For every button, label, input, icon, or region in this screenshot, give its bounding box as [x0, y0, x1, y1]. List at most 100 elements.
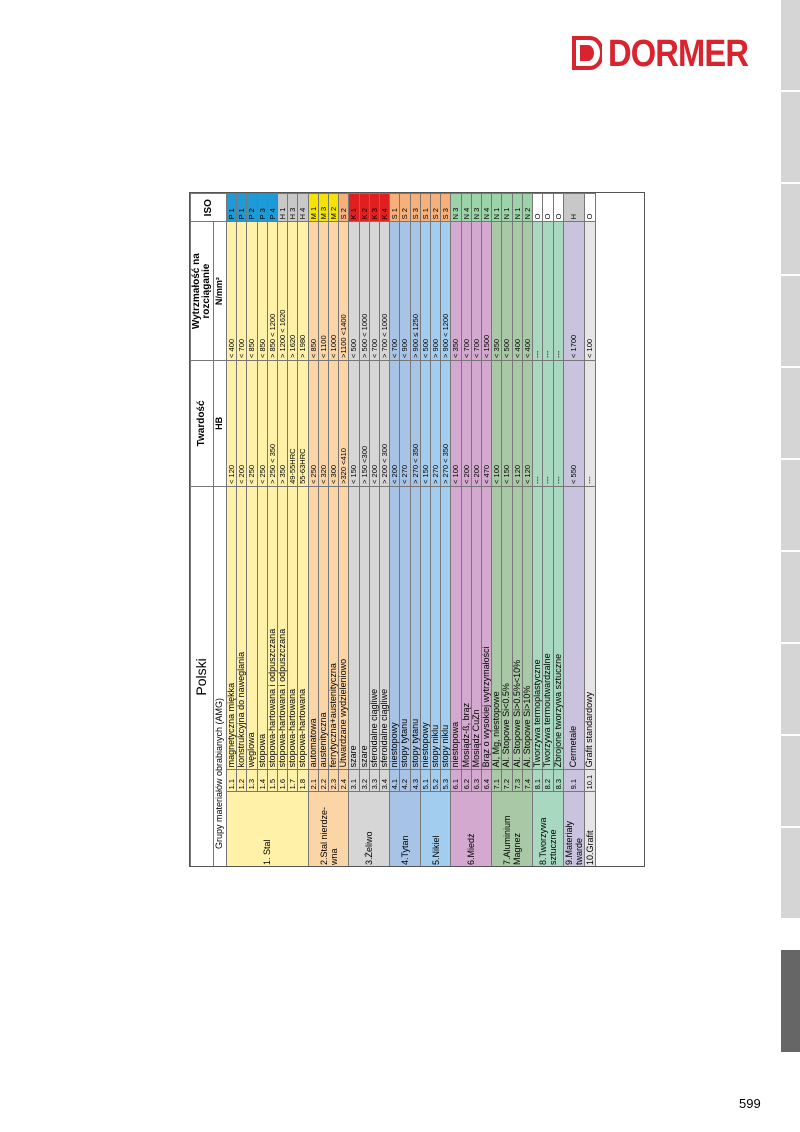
material-group-label: 4.Tytan	[389, 791, 421, 866]
section-tab[interactable]	[781, 644, 800, 734]
hardness-value: < 470	[481, 360, 492, 487]
section-tab[interactable]	[781, 460, 800, 550]
hardness-value: < 200	[389, 360, 400, 487]
section-tab-active[interactable]	[781, 950, 800, 1052]
material-name: stopowa	[257, 486, 268, 770]
material-number: 1.6	[277, 769, 288, 792]
table-row: 8.3 Zbrojone tworzywa sztuczne --- --- O	[553, 193, 564, 867]
hardness-value: < 100	[450, 360, 462, 487]
material-name: Brąz o wysokiej wytrzymałości	[481, 486, 492, 770]
section-tab-strip	[781, 0, 800, 1132]
hardness-header: Twardość	[190, 360, 214, 487]
strength-value: ---	[532, 221, 543, 361]
iso-code: M 2	[328, 193, 339, 222]
strength-value: < 700	[369, 221, 380, 361]
strength-value: < 850	[246, 221, 258, 361]
strength-value: > 1620	[287, 221, 298, 361]
iso-code: O	[553, 193, 564, 222]
hardness-value: < 120	[226, 360, 237, 487]
iso-header: ISO	[190, 193, 227, 222]
material-name: Al. Stopowe Si<0.5%	[501, 486, 513, 770]
strength-value: < 700	[389, 221, 400, 361]
table-row: 1.5 stopowa-hartowana i odpuszczana > 250 …	[267, 193, 278, 867]
table-row: 1.8 stopowa-hartowana 55-63HRC > 1980 H 4	[297, 193, 309, 867]
material-number: 1.7	[287, 769, 298, 792]
material-name: Tworzywa termoutwardzalne	[542, 486, 553, 770]
material-number: 1.3	[246, 769, 258, 792]
material-number: 6.1	[450, 769, 462, 792]
iso-code: S 2	[338, 193, 349, 222]
section-tab[interactable]	[781, 736, 800, 826]
table-row: 2.Stal nierdze-wna 2.1 automatowa < 250 < 85…	[308, 193, 349, 866]
section-tab[interactable]	[781, 0, 800, 90]
table-row: 3.3 sferoidalne ciągliwe < 200 < 700 K 3	[369, 193, 380, 867]
strength-value: ---	[542, 221, 553, 361]
strength-value: > 900 ≤ 1250	[410, 221, 421, 361]
hardness-value: < 300	[328, 360, 339, 487]
material-number: 4.3	[410, 769, 421, 792]
material-name: szare	[348, 486, 360, 770]
table-row: 8.2 Tworzywa termoutwardzalne --- --- O	[542, 193, 553, 867]
iso-code: K 3	[369, 193, 380, 222]
hardness-value: < 120	[512, 360, 523, 487]
strength-value: < 500	[348, 221, 360, 361]
iso-code: S 2	[399, 193, 411, 222]
material-number: 2.3	[328, 769, 339, 792]
section-tab[interactable]	[781, 828, 800, 918]
material-name: Zbrojone tworzywa sztuczne	[553, 486, 564, 770]
table-row: 4.3 stopy tytanu > 270 < 350 > 900 ≤ 1250 S …	[410, 193, 421, 867]
iso-code: P 4	[267, 193, 278, 222]
iso-code: P 1	[236, 193, 247, 222]
hardness-value: > 250 < 350	[267, 360, 278, 487]
material-name: Grafit standardowy	[584, 486, 596, 770]
material-number: 3.3	[369, 769, 380, 792]
iso-code: O	[542, 193, 553, 222]
hardness-value: < 250	[257, 360, 268, 487]
material-name: konstrukcyjna do naweglania	[236, 486, 247, 770]
strength-value: > 500 < 1000	[359, 221, 370, 361]
section-tab[interactable]	[781, 184, 800, 274]
iso-code: S 1	[389, 193, 400, 222]
table-row: 4.Tytan 4.1 niestopowy < 200 < 700 S 1	[389, 193, 421, 866]
material-number: 6.2	[461, 769, 472, 792]
material-name: niestopowy	[389, 486, 400, 770]
material-group-label: 1. Stal	[226, 791, 309, 866]
hardness-value: < 550	[563, 360, 585, 487]
hardness-value: 49-55HRC	[287, 360, 298, 487]
hardness-value: < 100	[491, 360, 502, 487]
iso-code: O	[584, 193, 596, 222]
table-row: 8.Tworzywa sztuczne 8.1 Tworzywa termoplas…	[532, 193, 564, 866]
iso-code: N 2	[522, 193, 533, 222]
section-tab[interactable]	[781, 368, 800, 458]
material-name: stopowa-hartowana	[287, 486, 298, 770]
material-name: Utwardzane wydzieleniowo	[338, 486, 349, 770]
section-tab[interactable]	[781, 276, 800, 366]
strength-value: < 1000	[328, 221, 339, 361]
hardness-value: < 200	[461, 360, 472, 487]
material-name: stopy niklu	[440, 486, 451, 770]
material-number: 2.2	[318, 769, 329, 792]
material-name: austenityczna	[318, 486, 329, 770]
section-tab[interactable]	[781, 92, 800, 182]
table-row: 2.3 ferrytyczna+austenityczna < 300 < 1000 M…	[328, 193, 339, 867]
iso-code: N 1	[501, 193, 513, 222]
material-number: 1.5	[267, 769, 278, 792]
material-number: 5.3	[440, 769, 451, 792]
material-group-label: 7.Aluminium Magnez	[491, 791, 533, 866]
material-name: stopy tytanu	[399, 486, 411, 770]
material-number: 3.1	[348, 769, 360, 792]
material-number: 8.3	[553, 769, 564, 792]
table-row: 6.4 Brąz o wysokiej wytrzymałości < 470 < 1…	[481, 193, 492, 867]
strength-value: ---	[553, 221, 564, 361]
strength-value: < 1100	[318, 221, 329, 361]
iso-code: K 4	[379, 193, 390, 222]
material-name: Tworzywa termoplastyczne	[532, 486, 543, 770]
material-name: stopowa-hartowana i odpuszczana	[267, 486, 278, 770]
section-tab[interactable]	[781, 552, 800, 642]
table-row: 3.2 szare > 150 <300 > 500 < 1000 K 2	[359, 193, 370, 867]
hardness-value: >320 <410	[338, 360, 349, 487]
material-group-label: 2.Stal nierdze-wna	[308, 791, 349, 866]
hardness-value: ---	[542, 360, 553, 487]
table-row: 1.2 konstrukcyjna do naweglania < 200 < 700…	[236, 193, 247, 867]
material-name: stopowa-hartowana i odpuszczana	[277, 486, 288, 770]
